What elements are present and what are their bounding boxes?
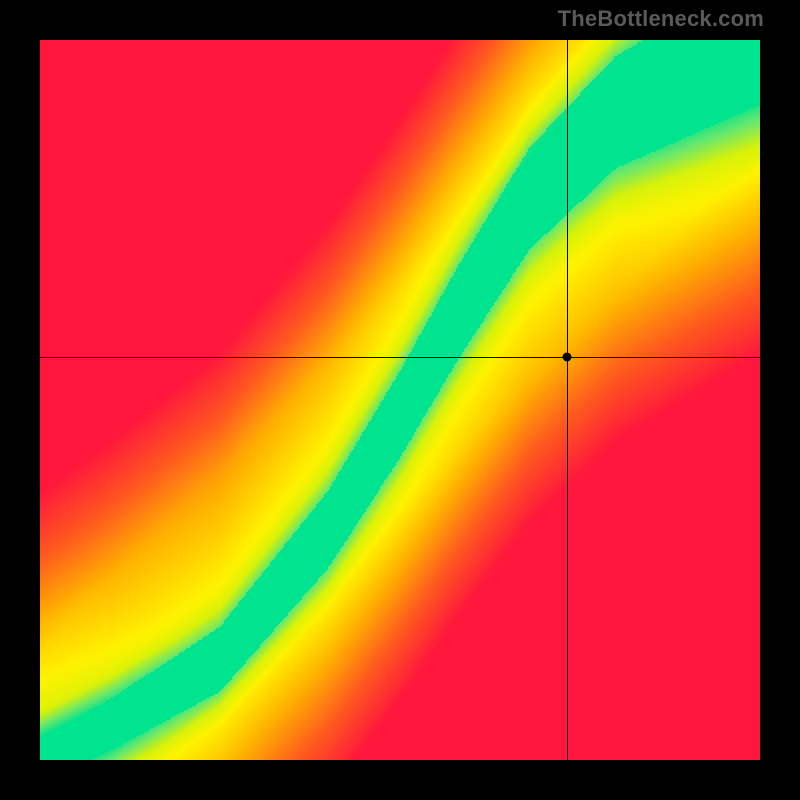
heatmap-canvas (40, 40, 760, 760)
heatmap-plot (40, 40, 760, 760)
crosshair-vertical (567, 40, 568, 760)
crosshair-marker (563, 352, 572, 361)
watermark-text: TheBottleneck.com (558, 6, 764, 32)
crosshair-horizontal (40, 357, 760, 358)
